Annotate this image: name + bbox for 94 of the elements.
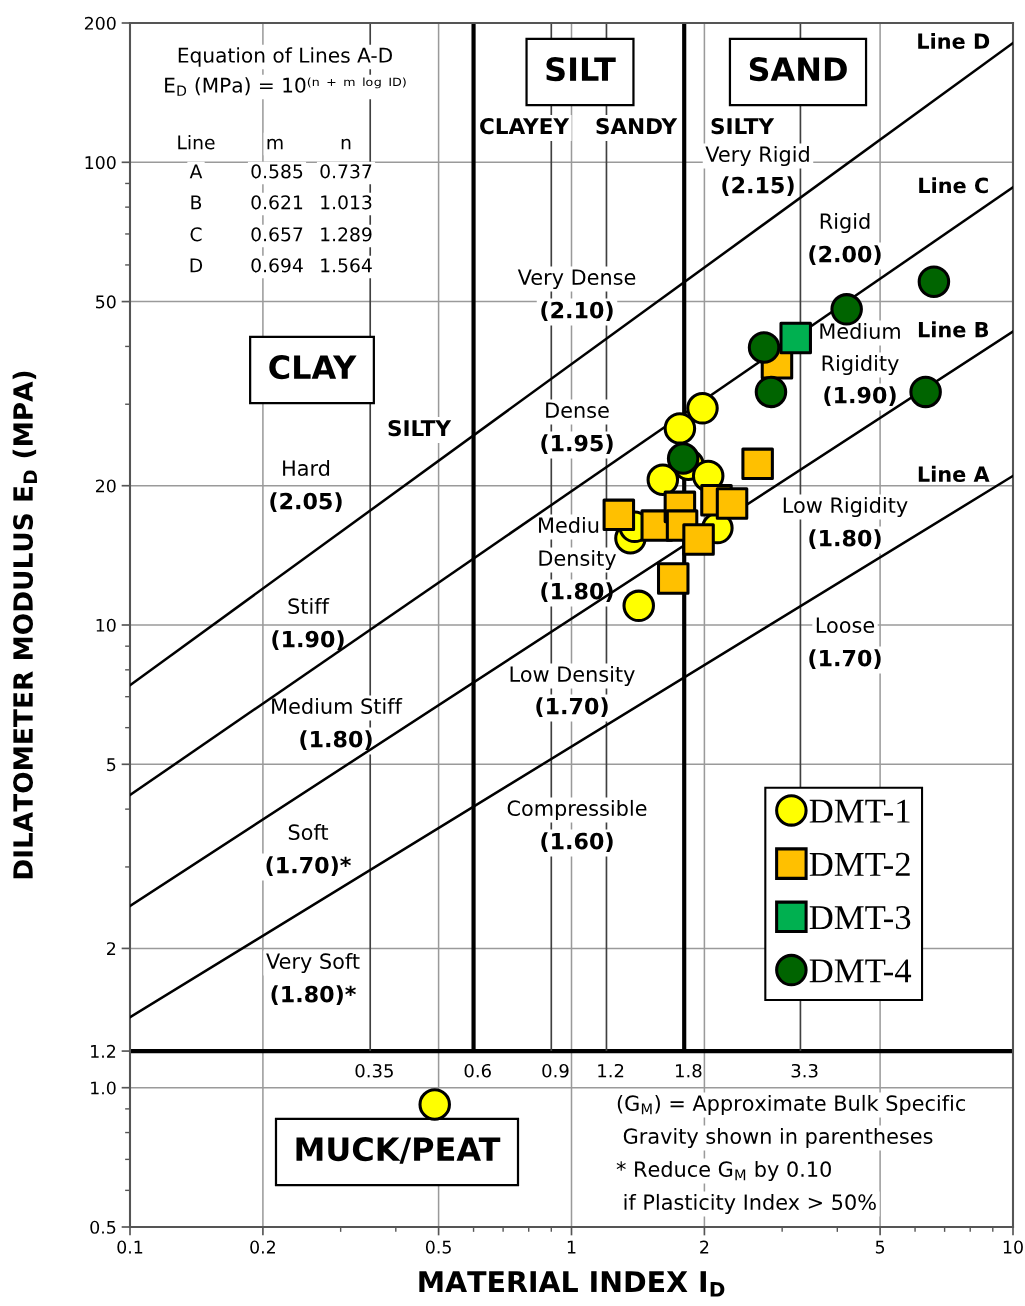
legend-label: DMT-4 [809, 959, 912, 983]
annotation: Mediu [539, 516, 599, 534]
series-label: Line A [918, 465, 990, 482]
x-tick-label: 10 [1003, 1240, 1023, 1254]
annotation: 0.737 [320, 164, 372, 179]
y-tick-label: 10 [96, 618, 116, 632]
y-tick-label: 100 [85, 156, 116, 170]
annotation: if Plasticity Index > 50% [624, 1193, 876, 1215]
annotation: (2.00) [809, 245, 881, 266]
annotation: Loose [816, 617, 875, 634]
annotation: (1.70) [809, 649, 881, 670]
annotation: Rigidity [822, 354, 899, 376]
annotation: SILTY [711, 117, 775, 135]
annotation: SILTY [388, 419, 452, 437]
annotation: Compressible [507, 799, 647, 821]
annotation: (1.70)* [266, 856, 351, 877]
ref-line-label: 3.3 [791, 1063, 818, 1078]
annotation: n [341, 138, 351, 150]
y-tick-label: 5 [107, 758, 116, 772]
annotation: (1.70) [536, 697, 608, 718]
annotation: (1.95) [541, 434, 613, 455]
series-label: Line B [918, 321, 989, 338]
annotation: Very Soft [266, 952, 360, 974]
ref-line-label: 0.9 [542, 1063, 569, 1078]
annotation: 0.694 [251, 258, 303, 273]
annotation: Low Density [510, 665, 635, 687]
annotation: Soft [288, 823, 329, 841]
x-axis-title: MATERIAL INDEX I$_{D}$ [419, 1271, 725, 1297]
legend-label: DMT-1 [809, 799, 910, 823]
x-tick-label: 5 [875, 1240, 885, 1254]
annotation: (1.80) [300, 730, 372, 751]
annotation: 0.585 [251, 164, 303, 179]
annotation: Gravity shown in parentheses [623, 1127, 933, 1149]
annotation: CLAYEY [480, 117, 570, 135]
x-tick-label: 2 [700, 1240, 709, 1254]
annotation: (1.60) [541, 832, 613, 853]
x-tick-label: 0.1 [117, 1240, 143, 1254]
annotation: Density [539, 549, 616, 571]
annotation: Rigid [820, 212, 870, 234]
y-tick-label: 1.2 [91, 1044, 116, 1058]
annotation: SAND [749, 57, 847, 82]
annotation: Very Dense [517, 269, 636, 290]
y-tick-label: 20 [95, 479, 116, 493]
annotation: Low Rigidity [783, 496, 908, 518]
y-axis-title: DILATOMETER MODULUS E$_{D}$ (MPA) [12, 371, 37, 879]
annotation: (1.80) [541, 582, 613, 603]
x-tick-label: 0.5 [425, 1240, 451, 1254]
annotation: 1.013 [321, 195, 372, 210]
annotation: (2.05) [270, 492, 342, 513]
annotation: Dense [546, 402, 609, 419]
ref-line-label: 0.6 [464, 1063, 491, 1078]
annotation: (1.90) [272, 630, 344, 651]
annotation: MUCK/PEAT [296, 1137, 501, 1164]
annotation: 1.564 [321, 258, 372, 273]
series-label: Line C [919, 177, 988, 194]
annotation: Line [178, 134, 215, 150]
series-label: Line D [918, 32, 990, 50]
annotation: C [190, 227, 202, 242]
annotation: D [190, 258, 203, 273]
annotation: B [191, 195, 202, 210]
annotation: Equation of Lines A-D [178, 47, 392, 67]
annotation: Medium [820, 322, 900, 340]
annotation: Hard [283, 459, 330, 477]
annotation: Very Rigid [705, 145, 809, 167]
annotation: (G$_{M}$) = Approximate Bulk Specific [617, 1094, 966, 1116]
annotation: A [189, 164, 203, 179]
y-tick-label: 2 [107, 942, 116, 956]
annotation: SILT [546, 57, 616, 82]
annotation: E$_{D}$ (MPa) = 10⁽ⁿ ⁺ ᵐ ˡᵒᵍ ᴵᴰ⁾ [165, 77, 406, 96]
annotation: CLAY [269, 355, 357, 380]
annotation: Stiff [288, 597, 330, 615]
annotation: m [267, 138, 283, 150]
legend-label: DMT-3 [809, 906, 911, 930]
annotation: 1.289 [321, 227, 372, 242]
annotation: 0.621 [251, 195, 303, 210]
x-tick-label: 1 [567, 1240, 576, 1254]
y-tick-label: 200 [84, 16, 116, 30]
annotation: SANDY [596, 117, 678, 135]
ref-line-label: 1.2 [598, 1063, 624, 1078]
ref-line-label: 1.8 [676, 1063, 702, 1078]
annotation: (1.80) [809, 529, 881, 550]
annotation: * Reduce G$_{M}$ by 0.10 [616, 1160, 831, 1182]
annotation: 0.657 [251, 227, 303, 242]
annotation: Medium Stiff [272, 697, 403, 715]
x-tick-label: 0.2 [250, 1240, 275, 1254]
annotation: (2.15) [722, 176, 794, 197]
annotation: (2.10) [541, 301, 613, 322]
y-tick-label: 0.5 [90, 1220, 116, 1234]
y-tick-label: 1.0 [91, 1081, 116, 1095]
y-tick-label: 50 [96, 295, 116, 309]
ref-line-label: 0.35 [355, 1063, 393, 1078]
legend-label: DMT-2 [809, 852, 910, 876]
annotation: (1.90) [824, 386, 896, 407]
annotation: (1.80)* [271, 985, 356, 1006]
